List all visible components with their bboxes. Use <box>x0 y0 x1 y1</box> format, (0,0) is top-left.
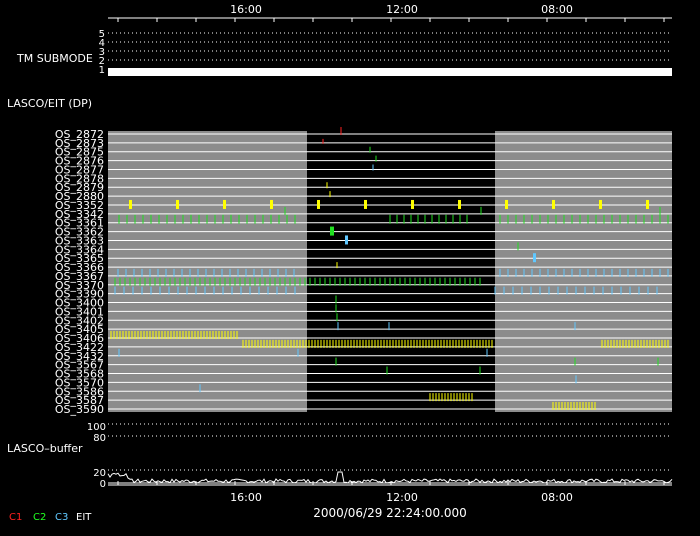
buffer-label: LASCO–buffer <box>7 442 83 455</box>
os-row-label: OS_3364 <box>55 243 104 256</box>
os-event-block <box>505 199 508 209</box>
buffer-trace <box>107 471 673 484</box>
buffer-tick-label: 0 <box>100 479 106 490</box>
os-event-block <box>223 199 226 209</box>
os-event-block <box>411 199 414 209</box>
top-tick-label: 08:00 <box>541 3 573 16</box>
os-row-label: OS_3367 <box>55 270 104 283</box>
os-row-label: OS_3590 <box>55 403 104 416</box>
bottom-time-axis: 16:00 12:00 08:00 <box>108 481 672 504</box>
os-row-label: OS_3365 <box>55 252 104 265</box>
os-event-block <box>345 235 348 245</box>
bottom-tick-label: 16:00 <box>230 491 262 504</box>
os-row-label: OS_3406 <box>55 332 104 345</box>
os-row-label: OS_3361 <box>55 217 104 230</box>
os-row-label: OS_3568 <box>55 368 104 381</box>
top-tick-label: 16:00 <box>230 3 262 16</box>
os-event-block <box>599 199 602 209</box>
submode-level-label: 4 <box>99 38 105 49</box>
top-tick-label: 12:00 <box>386 3 418 16</box>
os-row-label: OS_2877 <box>55 163 104 176</box>
os-event-block <box>533 253 536 263</box>
os-row-label: OS_3570 <box>55 376 104 389</box>
os-row-label: OS_3587 <box>55 394 104 407</box>
os-row-label: OS_3342 <box>55 208 104 221</box>
submode-level-label: 2 <box>99 56 105 67</box>
os-event-block <box>270 199 273 209</box>
timestamp: 2000/06/29 22:24:00.000 <box>313 506 467 520</box>
legend-c3: C3 <box>55 512 68 523</box>
submode-label: TM SUBMODE <box>16 52 93 65</box>
legend-c1: C1 <box>9 512 22 523</box>
shaded-interval <box>495 131 672 412</box>
os-row-label: OS_3405 <box>55 323 104 336</box>
os-row-label: OS_3366 <box>55 261 104 274</box>
buffer-tick-label: 80 <box>93 433 106 444</box>
bottom-tick-label: 12:00 <box>386 491 418 504</box>
os-event-block <box>646 199 649 209</box>
os-row-label: OS_3422 <box>55 341 104 354</box>
buffer-tick-label: 20 <box>93 468 106 479</box>
os-event-block <box>129 199 132 209</box>
os-row-label: OS_2872 <box>55 128 104 141</box>
os-row-label: OS_3362 <box>55 226 104 239</box>
os-row-label: OS_3363 <box>55 234 104 247</box>
os-row-label: OS_3370 <box>55 279 104 292</box>
os-row-label: OS_2876 <box>55 155 104 168</box>
os-row-label: OS_3390 <box>55 288 104 301</box>
tm-submode-panel: TM SUBMODE 5 4 3 2 1 <box>16 29 672 76</box>
os-row-label: OS_2880 <box>55 190 104 203</box>
dp-section-label: LASCO/EIT (DP) <box>7 97 92 110</box>
os-timeline-panel: OS_2872OS_2873OS_2875OS_2876OS_2877OS_28… <box>55 127 672 416</box>
bottom-tick-label: 08:00 <box>541 491 573 504</box>
os-row-label: OS_3432 <box>55 350 104 363</box>
os-event-block <box>364 199 367 209</box>
legend-eit: EIT <box>76 512 92 523</box>
os-row-label: OS_2878 <box>55 172 104 185</box>
os-row-label: OS_3400 <box>55 297 104 310</box>
os-row-label: OS_3567 <box>55 359 104 372</box>
top-time-axis: 16:00 12:00 08:00 <box>108 3 672 22</box>
os-event-block <box>317 199 320 209</box>
submode-level-bar <box>108 68 672 76</box>
legend-c2: C2 <box>33 512 46 523</box>
shaded-interval <box>108 131 307 412</box>
os-row-label: OS_3352 <box>55 199 104 212</box>
os-row-label: OS_3401 <box>55 305 104 318</box>
submode-level-label: 3 <box>99 47 105 58</box>
lasco-buffer-panel: LASCO–buffer 100 80 20 0 <box>7 422 673 490</box>
buffer-tick-label: 100 <box>87 422 106 433</box>
footer: C1 C2 C3 EIT 2000/06/29 22:24:00.000 <box>9 506 467 523</box>
submode-level-label: 1 <box>99 65 105 76</box>
os-row-label: OS_3402 <box>55 314 104 327</box>
submode-level-label: 5 <box>99 29 105 40</box>
os-event-block <box>330 226 334 236</box>
os-row-label: OS_2879 <box>55 181 104 194</box>
os-event-block <box>458 199 461 209</box>
os-event-block <box>552 199 555 209</box>
os-row-label: OS_3586 <box>55 385 104 398</box>
os-row-label: OS_2875 <box>55 146 104 159</box>
os-row-label: OS_2873 <box>55 137 104 150</box>
os-event-block <box>176 199 179 209</box>
